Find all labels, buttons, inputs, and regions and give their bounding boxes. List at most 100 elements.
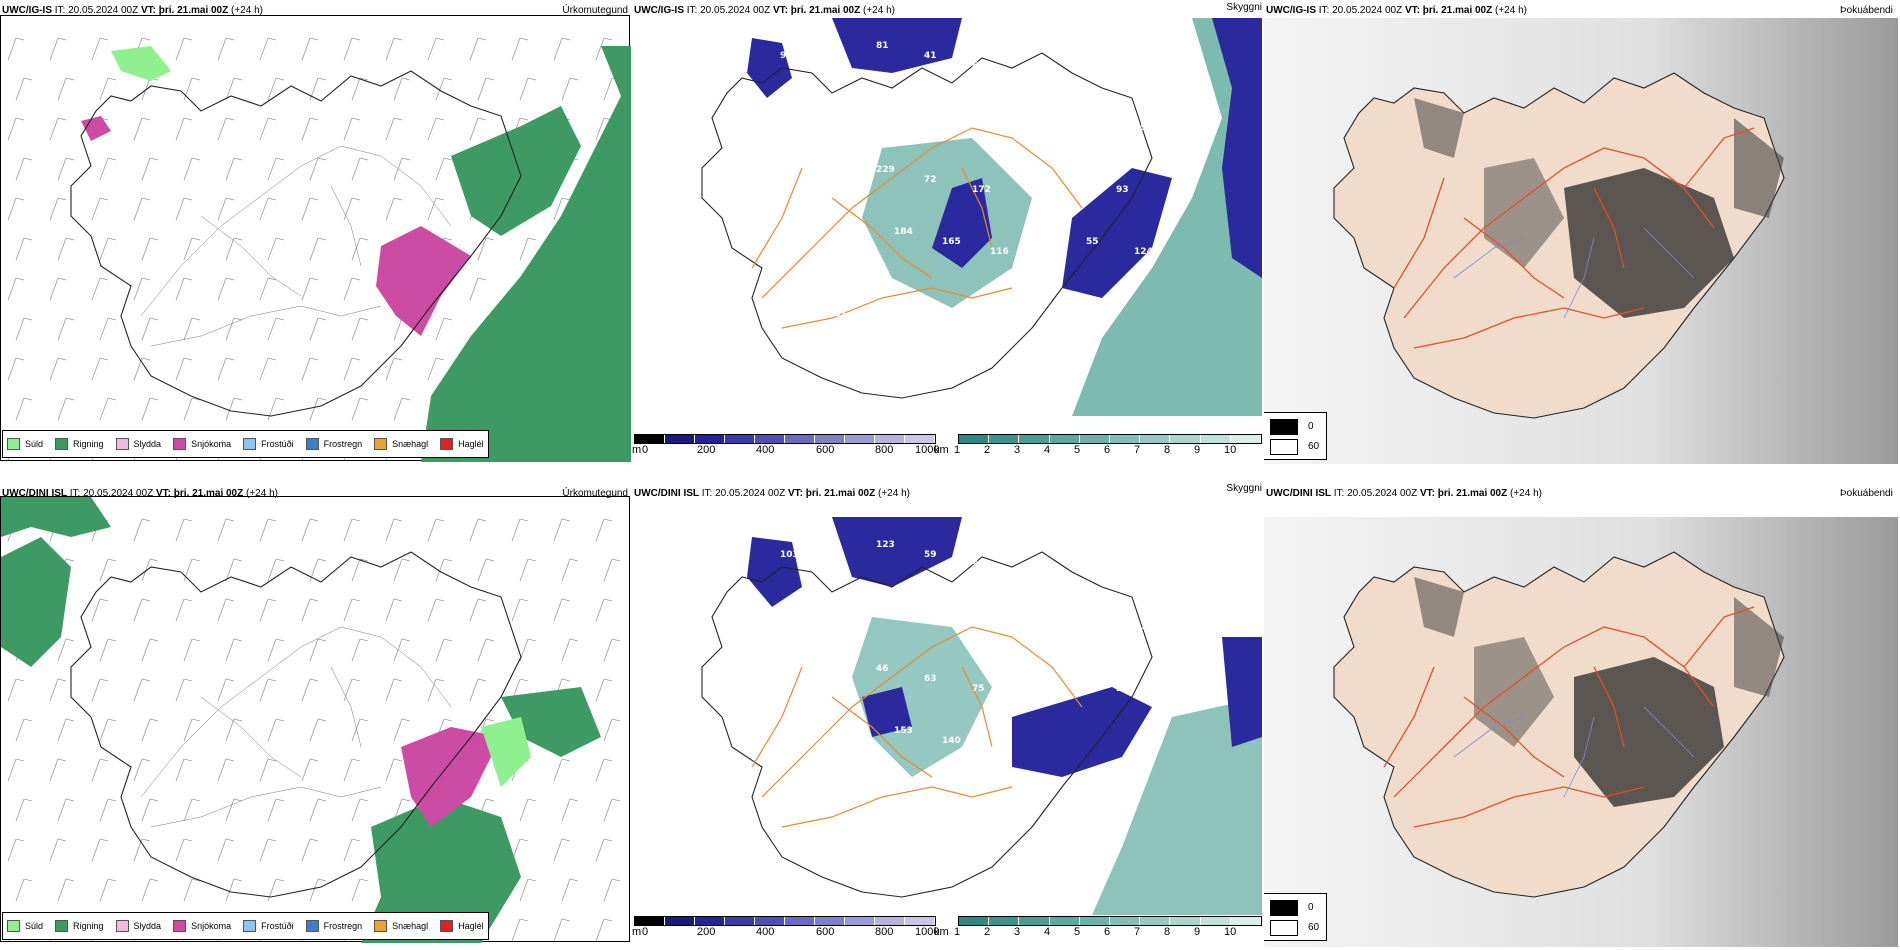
wind-barb-flag [233,157,243,161]
roads [140,145,452,347]
wind-barb-flag [183,357,193,361]
legend-swatch [55,920,69,932]
wind-barb [259,37,269,61]
visibility-unit: km [934,926,949,938]
wind-barb-flag [393,37,403,41]
legend-swatch [115,438,129,450]
low-cloud-area [1222,637,1262,747]
wind-barb-flag [149,718,159,722]
visibility-value: 76 [990,622,1003,632]
wind-barb [343,117,353,141]
wind-barb-flag [57,37,67,41]
wind-barb-flag [309,277,319,281]
wind-barb-flag [225,197,235,201]
visibility-value: 311 [732,289,751,299]
wind-barb [7,678,17,702]
coastline [70,70,522,417]
visibility-value: 267 [1116,61,1135,71]
scale-step [845,435,875,443]
legend-item: Slydda [115,920,161,932]
precip-legend: Súld Rigning Slydda Snjókoma Frostúði Fr… [2,912,489,940]
wind-barb-flag [527,878,537,882]
visibility-value: 175 [798,736,817,746]
wind-barb-flag [275,878,285,882]
wind-barb [267,798,277,822]
wind-barb-flag [141,37,151,41]
coastline [701,52,1153,399]
wind-barb-flag [191,317,201,321]
wind-barb-flag [519,918,529,922]
wind-barb-flag [435,117,445,121]
wind-barb [393,397,403,421]
visibility-value: 93 [1116,185,1129,195]
visibility-value: 92 [780,674,793,684]
roads [751,626,1083,828]
wind-barb [133,598,143,622]
wind-barb-flag [183,277,193,281]
visibility-value: 205 [1020,664,1039,674]
wind-barb [385,678,395,702]
wind-barb [15,317,25,341]
visibility-value: 68 [894,103,907,113]
wind-barb [519,878,529,902]
wind-barb-flag [401,157,411,161]
wind-barb [49,838,59,862]
wind-barb [141,558,151,582]
visibility-value: 81 [876,41,889,51]
wind-barb-flag [107,397,117,401]
wind-barb [225,878,235,902]
visibility-value: 56 [1116,560,1129,570]
wind-barb [57,798,67,822]
wind-barb [15,878,25,902]
wind-barb-flag [99,277,109,281]
wind-barb [553,598,563,622]
scale-step [1170,917,1201,925]
wind-barb-flag [99,678,109,682]
visibility-value: 66 [1068,51,1081,61]
scale-step [815,917,845,925]
wind-barb [133,277,143,301]
visibility-value: 106 [828,560,847,570]
visibility-value: 505 [1038,227,1057,237]
visibility-value: 41 [942,113,955,123]
wind-barb-flag [485,638,495,642]
wind-barb-flag [233,317,243,321]
wind-barb-flag [15,277,25,281]
wind-barb-flag [183,838,193,842]
wind-barb-flag [15,197,25,201]
wind-barb [175,598,185,622]
visibility-value: 51 [1020,41,1033,51]
wind-barb [427,197,437,221]
wind-barb-flag [359,878,369,882]
wind-barb [49,37,59,61]
wind-barb-flag [57,277,67,281]
height-scale [634,434,936,444]
visibility-value: 83 [828,684,841,694]
visibility-value: 92 [828,61,841,71]
wind-barb [385,117,395,141]
low-visibility-area [852,617,992,777]
wind-barb-flag [569,77,579,81]
wind-barb-flag [191,798,201,802]
wind-barb-flag [141,357,151,361]
wind-barb [553,518,563,542]
wind-barb [561,558,571,582]
wind-barb [15,718,25,742]
wind-barb [553,758,563,782]
wind-barb [553,37,563,61]
wind-barb [351,397,361,421]
wind-barb-flag [99,598,109,602]
wind-barb-flag [99,357,109,361]
wind-barb [309,317,319,341]
wind-barb-flag [65,397,75,401]
wind-barb [259,518,269,542]
snow-area [401,727,501,827]
wind-barb [477,638,487,662]
legend-item: Frostregn [305,920,362,932]
wind-barb [99,237,109,261]
wind-barb [133,518,143,542]
wind-barb-flag [309,518,319,522]
wind-barb [141,237,151,261]
wind-barb [301,277,311,301]
wind-barb-flag [233,77,243,81]
